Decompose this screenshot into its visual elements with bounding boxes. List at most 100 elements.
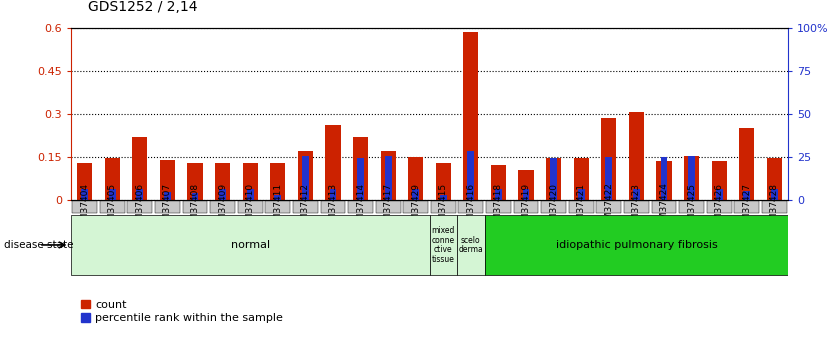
Bar (519, 170, 534, 200)
FancyBboxPatch shape (735, 201, 759, 213)
Bar (601, 118, 616, 200)
FancyBboxPatch shape (73, 201, 97, 213)
Bar (440, 195, 447, 200)
Bar (684, 156, 699, 200)
Bar (164, 192, 171, 200)
Text: GSM37415: GSM37415 (439, 183, 448, 231)
Text: GSM37414: GSM37414 (356, 183, 365, 231)
Bar (325, 125, 340, 200)
FancyBboxPatch shape (762, 201, 786, 213)
FancyBboxPatch shape (485, 215, 788, 275)
Text: GSM37427: GSM37427 (742, 183, 751, 231)
Text: GSM37411: GSM37411 (274, 183, 282, 231)
Text: GSM37417: GSM37417 (384, 183, 393, 231)
Text: GSM37405: GSM37405 (108, 183, 117, 231)
Text: GSM37409: GSM37409 (219, 183, 227, 231)
Text: GSM37424: GSM37424 (660, 183, 669, 231)
FancyBboxPatch shape (128, 201, 153, 213)
Bar (302, 156, 309, 200)
FancyBboxPatch shape (706, 201, 731, 213)
FancyBboxPatch shape (376, 201, 400, 213)
Bar (739, 128, 754, 200)
Bar (408, 157, 424, 200)
Bar (574, 158, 589, 200)
Bar (81, 189, 88, 200)
Bar (384, 156, 391, 200)
Text: GSM37406: GSM37406 (135, 183, 144, 231)
Text: GSM37420: GSM37420 (549, 183, 558, 231)
Text: idiopathic pulmonary fibrosis: idiopathic pulmonary fibrosis (555, 240, 717, 250)
FancyBboxPatch shape (155, 201, 180, 213)
Text: GDS1252 / 2,14: GDS1252 / 2,14 (88, 0, 197, 14)
FancyBboxPatch shape (320, 201, 345, 213)
Bar (661, 157, 667, 200)
Bar (550, 158, 557, 200)
Bar (105, 158, 120, 200)
Text: mixed
conne
ctive
tissue: mixed conne ctive tissue (432, 226, 455, 264)
Bar (353, 137, 368, 200)
Bar (743, 191, 750, 200)
Text: GSM37421: GSM37421 (577, 183, 585, 231)
FancyBboxPatch shape (183, 201, 208, 213)
Bar (270, 163, 285, 200)
Bar (766, 158, 782, 200)
Bar (633, 189, 640, 200)
FancyBboxPatch shape (293, 201, 318, 213)
Bar (629, 112, 644, 200)
Text: disease state: disease state (4, 240, 73, 250)
Bar (468, 151, 475, 200)
Bar (711, 161, 726, 200)
FancyBboxPatch shape (210, 201, 235, 213)
FancyBboxPatch shape (679, 201, 704, 213)
Text: normal: normal (231, 240, 269, 250)
Bar (215, 163, 230, 200)
Text: GSM37404: GSM37404 (80, 183, 89, 231)
Bar (243, 163, 258, 200)
Bar (380, 151, 395, 200)
FancyBboxPatch shape (404, 201, 428, 213)
FancyBboxPatch shape (486, 201, 511, 213)
Bar (77, 163, 93, 200)
Bar (546, 158, 561, 200)
Bar (495, 189, 502, 200)
Text: GSM37425: GSM37425 (687, 183, 696, 231)
Text: GSM37413: GSM37413 (329, 183, 338, 231)
Text: GSM37426: GSM37426 (715, 183, 724, 231)
Text: GSM37428: GSM37428 (770, 183, 779, 231)
FancyBboxPatch shape (71, 215, 430, 275)
Text: scelo
derma: scelo derma (459, 236, 483, 254)
Bar (578, 189, 585, 200)
FancyBboxPatch shape (348, 201, 373, 213)
FancyBboxPatch shape (238, 201, 263, 213)
FancyBboxPatch shape (514, 201, 539, 213)
Text: GSM37410: GSM37410 (246, 183, 254, 231)
Bar (357, 158, 364, 200)
Bar (523, 189, 530, 200)
Bar (192, 193, 198, 200)
Text: GSM37416: GSM37416 (466, 183, 475, 231)
Bar (716, 189, 722, 200)
FancyBboxPatch shape (569, 201, 594, 213)
FancyBboxPatch shape (100, 201, 125, 213)
Bar (656, 161, 671, 200)
Bar (771, 189, 778, 200)
Bar (137, 189, 143, 200)
Bar (688, 156, 695, 200)
FancyBboxPatch shape (459, 201, 484, 213)
FancyBboxPatch shape (265, 201, 290, 213)
Bar (109, 189, 116, 200)
Bar (435, 163, 451, 200)
Bar (491, 165, 506, 200)
Text: GSM37418: GSM37418 (494, 183, 503, 231)
Legend: count, percentile rank within the sample: count, percentile rank within the sample (77, 295, 288, 328)
Bar (412, 189, 420, 200)
FancyBboxPatch shape (624, 201, 649, 213)
Bar (298, 151, 313, 200)
Bar (247, 189, 254, 200)
Bar (219, 189, 226, 200)
FancyBboxPatch shape (596, 201, 621, 213)
FancyBboxPatch shape (541, 201, 566, 213)
Bar (464, 32, 479, 200)
FancyBboxPatch shape (457, 215, 485, 275)
FancyBboxPatch shape (651, 201, 676, 213)
